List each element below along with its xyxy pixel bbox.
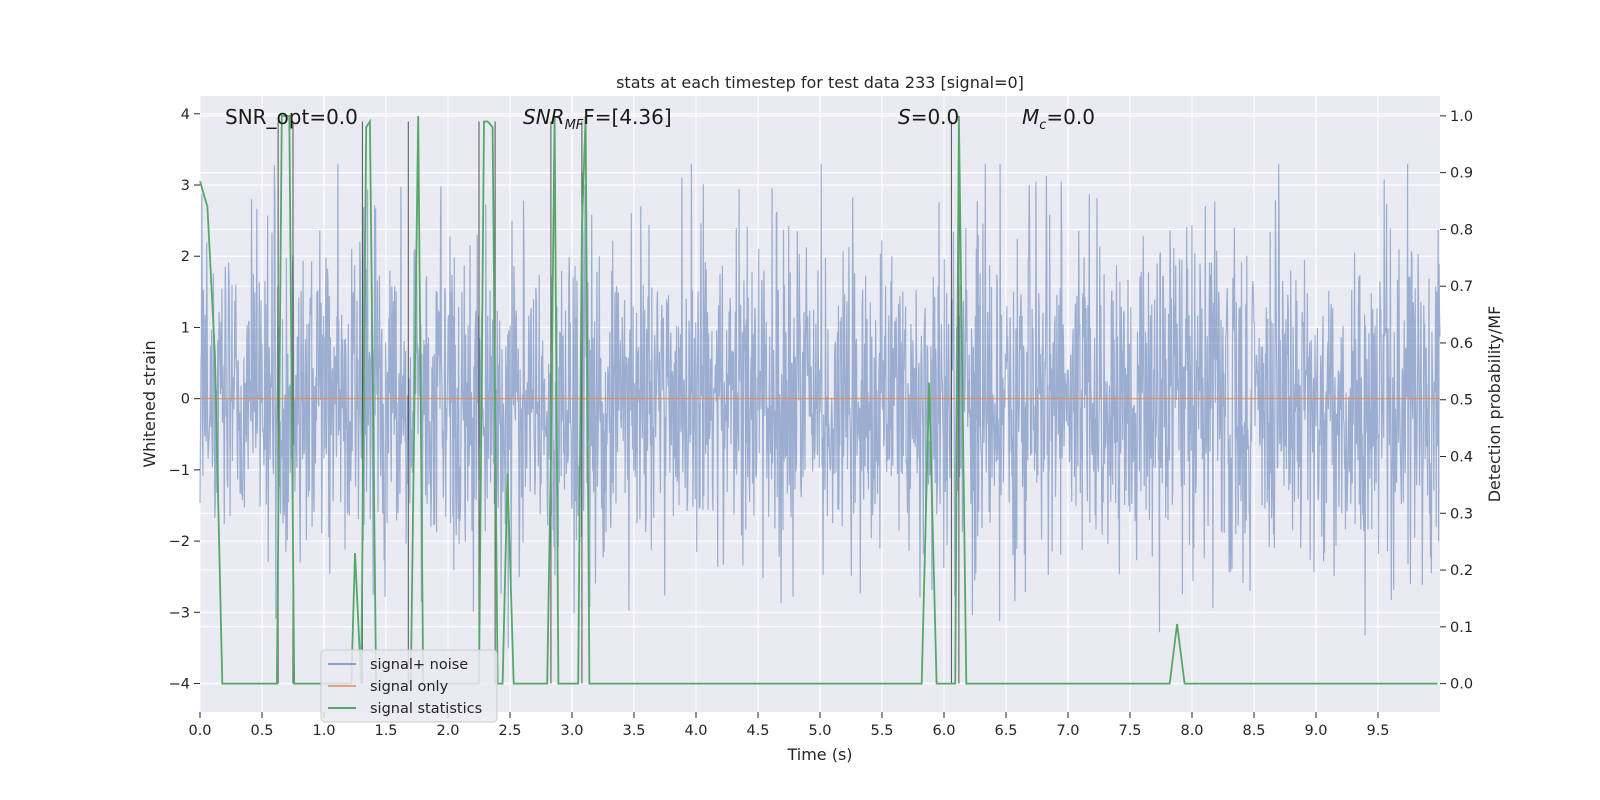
y-left-tick-label: 1 bbox=[181, 320, 190, 336]
annotation-mc: Mc=0.0 bbox=[1022, 105, 1095, 133]
y-left-tick-label: 0 bbox=[181, 392, 190, 408]
signal-statistics-line bbox=[199, 115, 1438, 685]
annotation-mc-tail: =0.0 bbox=[1046, 105, 1095, 129]
x-tick-label: 9.0 bbox=[1304, 723, 1327, 739]
x-tick-label: 9.5 bbox=[1366, 723, 1389, 739]
x-tick-label: 4.5 bbox=[746, 723, 769, 739]
annotation-snr-mf: SNRMFF=[4.36] bbox=[523, 105, 672, 133]
y-right-tick-label: 0.2 bbox=[1450, 563, 1473, 579]
x-tick-label: 0.0 bbox=[188, 723, 211, 739]
y-axis-right-label: Detection probability/MF bbox=[1485, 306, 1504, 503]
annotation-s-var: S bbox=[898, 105, 911, 129]
y-left-tick-label: −1 bbox=[169, 463, 190, 479]
annotation-s-tail: =0.0 bbox=[911, 105, 960, 129]
y-right-tick-label: 0.9 bbox=[1450, 166, 1473, 182]
signal-statistics-series bbox=[199, 115, 1438, 685]
x-tick-label: 3.0 bbox=[560, 723, 583, 739]
x-tick-label: 6.0 bbox=[932, 723, 955, 739]
legend-box bbox=[320, 649, 498, 723]
legend-label-signal-statistics: signal statistics bbox=[370, 701, 482, 717]
annotation-mc-var: M bbox=[1022, 105, 1039, 129]
x-tick-label: 8.5 bbox=[1242, 723, 1265, 739]
signal-noise-series bbox=[199, 163, 1441, 648]
y-right-tick-label: 1.0 bbox=[1450, 109, 1473, 125]
left-axis-ticks: 4 3 2 1 0 −1 −2 −3 −4 bbox=[169, 107, 200, 693]
x-tick-label: 2.0 bbox=[436, 723, 459, 739]
x-tick-label: 8.0 bbox=[1180, 723, 1203, 739]
y-left-tick-label: 4 bbox=[181, 107, 190, 123]
y-right-tick-label: 0.5 bbox=[1450, 393, 1473, 409]
y-axis-left-label: Whitened strain bbox=[140, 340, 159, 467]
x-axis-ticks: 0.0 0.5 1.0 1.5 2.0 2.5 3.0 3.5 4.0 4.5 5.0 5.5 6.0 6… bbox=[188, 712, 1390, 739]
x-axis-label: Time (s) bbox=[786, 745, 852, 764]
y-left-tick-label: −3 bbox=[169, 605, 190, 621]
chart-title: stats at each timestep for test data 233… bbox=[616, 73, 1024, 92]
y-right-tick-label: 0.6 bbox=[1450, 336, 1473, 352]
annotation-s: S=0.0 bbox=[898, 105, 959, 129]
signal-noise-line bbox=[199, 163, 1441, 648]
legend-label-signal-noise: signal+ noise bbox=[370, 657, 468, 673]
x-tick-label: 0.5 bbox=[250, 723, 273, 739]
right-axis-ticks: 1.0 0.9 0.8 0.7 0.6 0.5 0.4 0.3 0.2 0.1 0.0 bbox=[1440, 109, 1473, 693]
y-right-tick-label: 0.1 bbox=[1450, 620, 1473, 636]
x-tick-label: 7.0 bbox=[1056, 723, 1079, 739]
x-tick-label: 3.5 bbox=[622, 723, 645, 739]
y-left-tick-label: −4 bbox=[169, 677, 190, 693]
y-right-tick-label: 0.7 bbox=[1450, 279, 1473, 295]
legend: signal+ noise signal only signal statist… bbox=[320, 649, 498, 723]
x-tick-label: 7.5 bbox=[1118, 723, 1141, 739]
y-right-tick-label: 0.4 bbox=[1450, 450, 1473, 466]
annotation-snr-mf-main: SNR bbox=[523, 105, 565, 129]
legend-label-signal-only: signal only bbox=[370, 679, 449, 695]
x-tick-label: 1.0 bbox=[312, 723, 335, 739]
x-tick-label: 5.5 bbox=[870, 723, 893, 739]
x-tick-label: 5.0 bbox=[808, 723, 831, 739]
x-tick-label: 2.5 bbox=[498, 723, 521, 739]
annotation-snr-mf-sub: MF bbox=[565, 118, 584, 133]
annotation-snr-opt: SNR_opt=0.0 bbox=[225, 105, 358, 129]
x-tick-label: 6.5 bbox=[994, 723, 1017, 739]
y-right-tick-label: 0.8 bbox=[1450, 222, 1473, 238]
y-left-tick-label: 3 bbox=[181, 178, 190, 194]
x-tick-label: 1.5 bbox=[374, 723, 397, 739]
annotation-snr-mf-tail: F=[4.36] bbox=[583, 105, 671, 129]
y-left-tick-label: −2 bbox=[169, 534, 190, 550]
y-left-tick-label: 2 bbox=[181, 249, 190, 265]
annotation-mc-sub: c bbox=[1039, 118, 1046, 133]
y-right-tick-label: 0.0 bbox=[1450, 677, 1473, 693]
y-right-tick-label: 0.3 bbox=[1450, 506, 1473, 522]
x-tick-label: 4.0 bbox=[684, 723, 707, 739]
